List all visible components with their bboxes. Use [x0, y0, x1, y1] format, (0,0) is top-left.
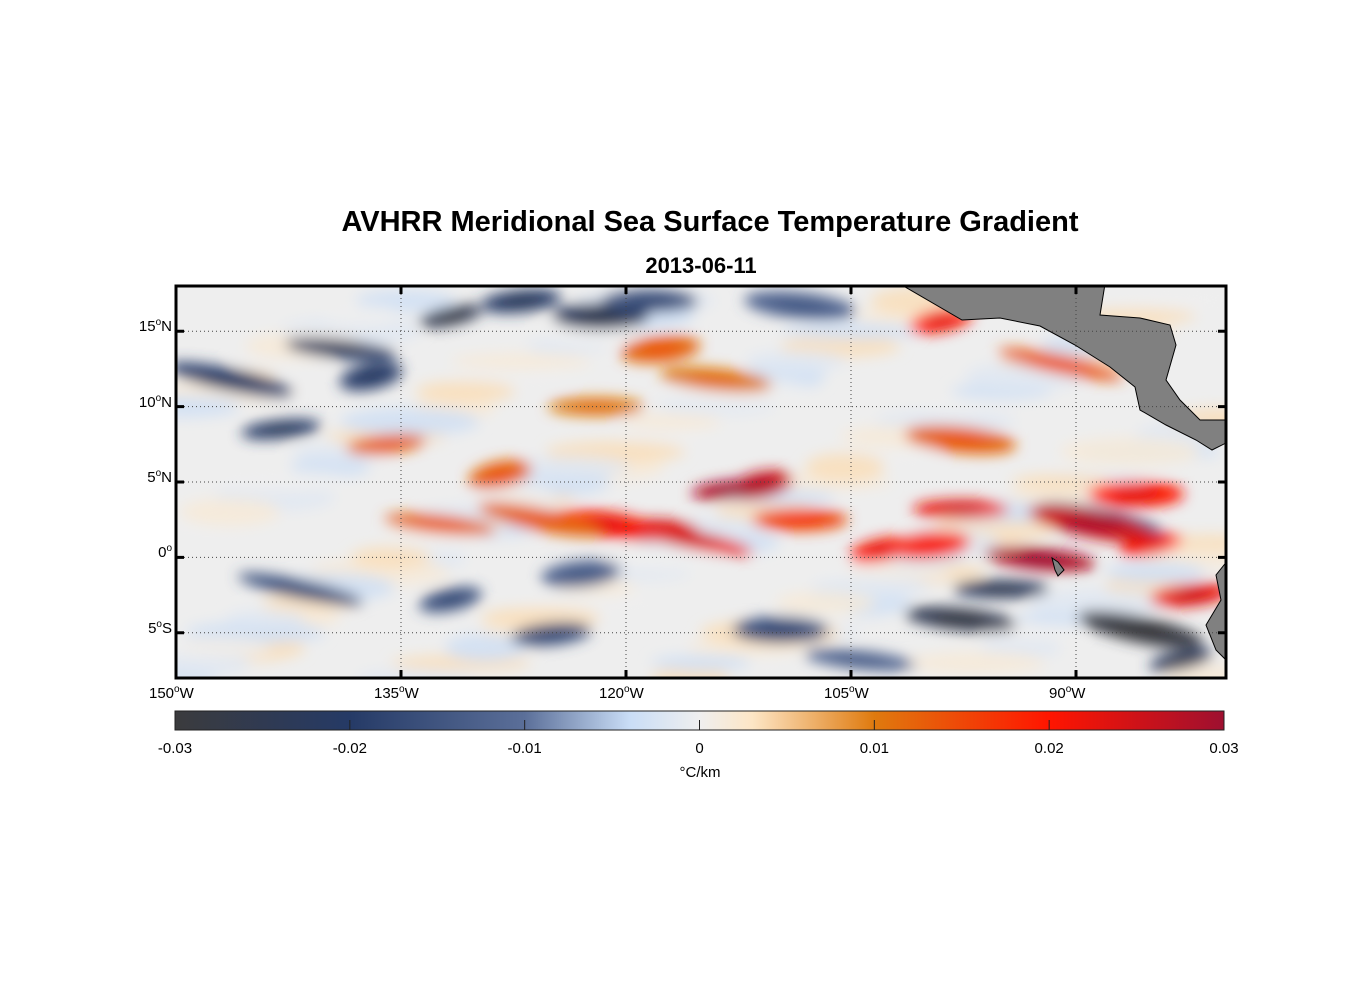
- front-core: [711, 484, 751, 495]
- texture-blob: [781, 323, 921, 340]
- front-core: [688, 373, 744, 386]
- land-central-america: [902, 286, 1226, 451]
- front-core: [910, 538, 951, 553]
- front-core: [261, 424, 301, 435]
- front-core: [832, 654, 888, 665]
- front-core: [977, 584, 1025, 594]
- front-core: [1112, 486, 1160, 502]
- land: [902, 286, 1226, 661]
- texture-blob: [651, 654, 751, 671]
- texture-blob: [621, 413, 721, 430]
- colorbar-tick-label: 0.01: [859, 740, 889, 757]
- front-core: [508, 513, 573, 526]
- front-core: [658, 534, 723, 545]
- texture-blob: [1105, 561, 1206, 584]
- colorbar-tick-label: -0.01: [507, 740, 542, 757]
- front-core: [932, 613, 989, 626]
- texture-blob: [745, 350, 846, 373]
- front-core: [1059, 517, 1123, 532]
- front-core: [531, 628, 571, 641]
- chart-title: AVHRR Meridional Sea Surface Temperature…: [341, 206, 1079, 238]
- front-core: [355, 369, 387, 384]
- front-core: [865, 543, 897, 556]
- front-core: [1012, 552, 1068, 565]
- front-core: [366, 439, 406, 450]
- colorbar-ticks: [349, 720, 1050, 730]
- map-frame: [174, 284, 1228, 680]
- front-core: [268, 584, 333, 594]
- texture-blob: [385, 531, 486, 554]
- x-tick-label: 120oW: [599, 684, 644, 702]
- front-core: [772, 298, 828, 313]
- texture-blob: [176, 636, 271, 659]
- texture-blob: [451, 353, 591, 370]
- x-tick-label: 135oW: [374, 684, 419, 702]
- texture-blob: [215, 471, 356, 493]
- y-tick-label: 0o: [158, 543, 172, 562]
- front-core: [501, 295, 541, 308]
- y-tick-label: 5oS: [148, 618, 172, 637]
- texture-blob: [1111, 293, 1226, 310]
- front-core: [434, 311, 467, 322]
- texture-blob: [355, 290, 456, 313]
- texture-blob: [415, 380, 516, 403]
- colorbar-unit-label: °C/km: [679, 764, 721, 781]
- front-core: [412, 519, 468, 530]
- texture-blob: [340, 407, 480, 436]
- texture-blob: [180, 498, 280, 527]
- front-core: [576, 309, 625, 324]
- front-core: [484, 467, 516, 482]
- chart-subtitle: 2013-06-11: [645, 253, 757, 278]
- texture-blob: [1030, 588, 1170, 617]
- front-core: [640, 342, 681, 357]
- texture-blob: [905, 651, 1046, 674]
- texture-blob: [805, 452, 885, 481]
- colorbar-tick-label: 0.02: [1034, 740, 1064, 757]
- x-tick-label: 105oW: [824, 684, 869, 702]
- front-core: [776, 513, 824, 526]
- front-core: [434, 593, 467, 606]
- front-core: [1135, 540, 1167, 551]
- land-south-america: [1205, 561, 1226, 661]
- texture-blob: [320, 305, 401, 328]
- texture-blob: [510, 455, 631, 478]
- texture-blob: [1060, 437, 1200, 466]
- colorbar-tick-label: -0.03: [157, 740, 193, 757]
- front-core: [936, 504, 985, 515]
- texture-blob: [445, 633, 525, 662]
- y-tick-label: 10oN: [138, 392, 172, 411]
- front-core: [932, 432, 989, 447]
- y-tick-label: 5oN: [147, 468, 172, 486]
- front-core: [626, 295, 674, 308]
- texture-blob: [775, 591, 876, 614]
- y-tick-label: 15oN: [138, 317, 172, 336]
- front-core: [1170, 589, 1210, 602]
- texture-blob: [226, 609, 306, 626]
- texture-blob: [356, 670, 476, 678]
- land-galapagos: [1051, 556, 1065, 577]
- colorbar-tick-label: 0.03: [1209, 740, 1239, 757]
- front-core: [925, 314, 957, 327]
- x-tick-label: 90oW: [1049, 684, 1086, 702]
- front-core: [198, 373, 262, 386]
- front-core: [756, 622, 805, 637]
- front-core: [1165, 654, 1197, 665]
- colorbar-tick-label: 0: [695, 740, 704, 757]
- front-core: [1029, 359, 1093, 370]
- front-core: [1108, 622, 1173, 637]
- texture-blob: [811, 564, 951, 581]
- front-core: [561, 566, 601, 582]
- texture-blob: [350, 546, 431, 569]
- colorbar-tick-label: -0.02: [332, 740, 367, 757]
- x-tick-label: 150oW: [149, 684, 194, 702]
- front-core: [313, 344, 369, 355]
